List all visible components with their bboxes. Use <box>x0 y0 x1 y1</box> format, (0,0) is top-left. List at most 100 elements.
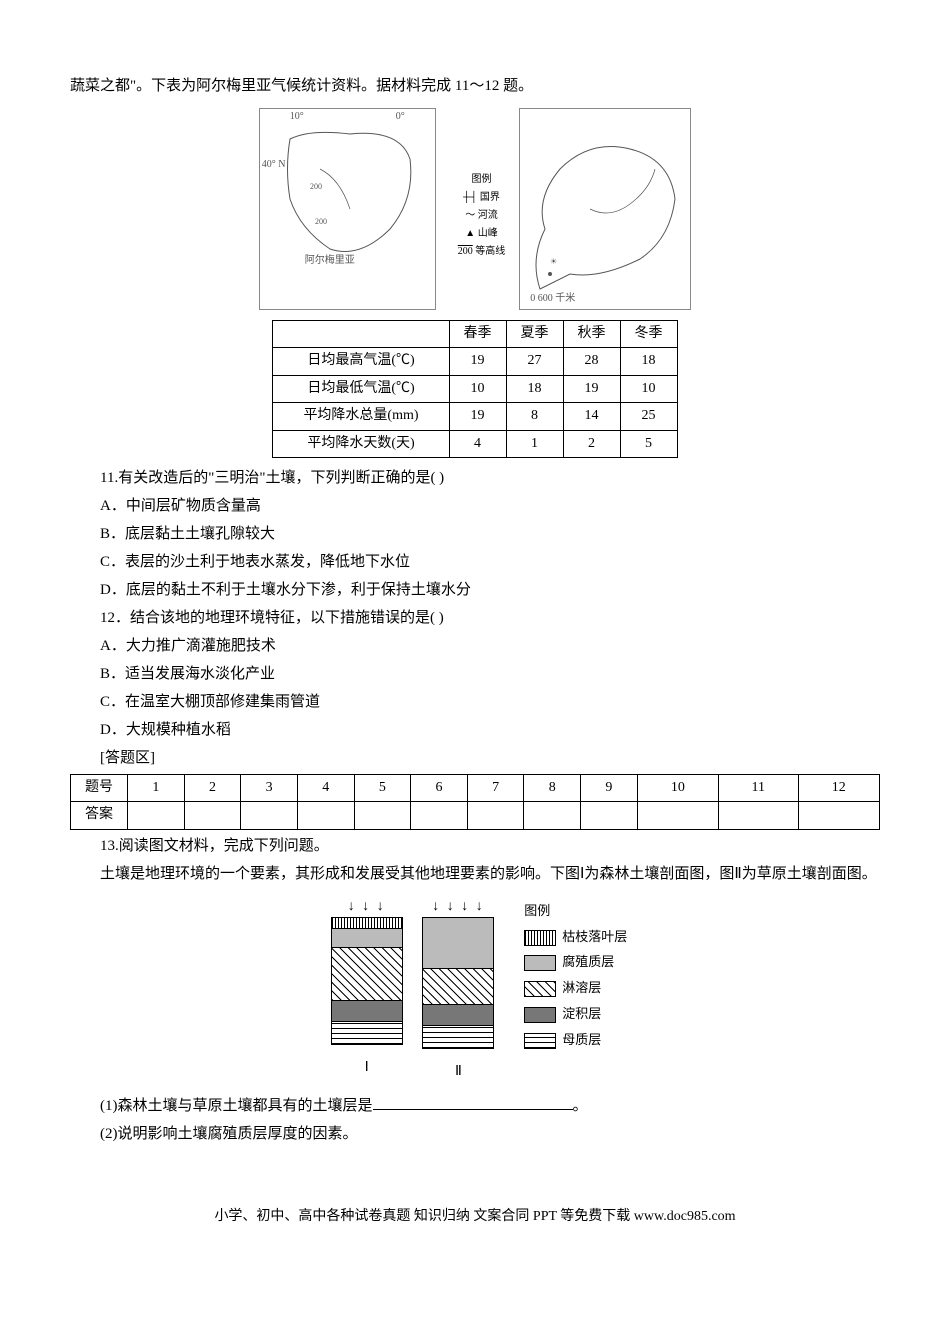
ans-b11[interactable] <box>719 802 799 829</box>
q13-stem: 13.阅读图文材料，完成下列问题。 <box>70 834 880 858</box>
legend-border-text: 国界 <box>480 192 500 203</box>
q13-sub1: (1)森林土壤与草原土壤都具有的土壤层是。 <box>70 1094 880 1118</box>
climate-r1-v3: 10 <box>620 375 677 402</box>
climate-table: 春季 夏季 秋季 冬季 日均最高气温(℃) 19 27 28 18 日均最低气温… <box>272 320 677 458</box>
blank-fill-1[interactable] <box>373 1094 573 1110</box>
q12-A: A．大力推广滴灌施肥技术 <box>70 634 880 658</box>
spain-map-box: 10° 0° 40° N 阿尔梅里亚 200 200 <box>259 108 436 310</box>
ans-b8[interactable] <box>524 802 581 829</box>
answer-header-label: 题号 <box>71 774 128 801</box>
ans-b12[interactable] <box>798 802 879 829</box>
legend-border: ┼┤ 国界 <box>452 190 512 206</box>
ans-n11: 11 <box>719 774 799 801</box>
climate-r0-v2: 28 <box>563 348 620 375</box>
q11-stem: 11.有关改造后的"三明治"土壤，下列判断正确的是( ) <box>70 466 880 490</box>
ans-b6[interactable] <box>411 802 468 829</box>
soil-stack-1 <box>331 918 403 1045</box>
legend-illuv-text: 淀积层 <box>562 1006 601 1021</box>
soil-col2-label: Ⅱ <box>422 1061 494 1083</box>
answer-ans-label: 答案 <box>71 802 128 829</box>
climate-r0-label: 日均最高气温(℃) <box>273 348 449 375</box>
legend-parent: 母质层 <box>524 1030 627 1051</box>
legend-eluv: 淋溶层 <box>524 978 627 999</box>
soil-figure: ↓ ↓ ↓ Ⅰ ↓ ↓ ↓ ↓ Ⅱ 图例 枯枝落叶层 腐殖质层 <box>70 896 880 1084</box>
legend-humus-text: 腐殖质层 <box>562 954 614 969</box>
q11-D: D．底层的黏土不利于土壤水分下渗，利于保持土壤水分 <box>70 578 880 602</box>
climate-r3-v2: 2 <box>563 430 620 457</box>
climate-header-row: 春季 夏季 秋季 冬季 <box>273 321 677 348</box>
climate-r3-v1: 1 <box>506 430 563 457</box>
climate-r1-v1: 18 <box>506 375 563 402</box>
answer-blank-row: 答案 <box>71 802 880 829</box>
climate-h-summer: 夏季 <box>506 321 563 348</box>
legend-river: 〜 河流 <box>452 208 512 224</box>
climate-r2-v2: 14 <box>563 403 620 430</box>
soil-col1-label: Ⅰ <box>331 1057 403 1079</box>
map-figure-row: 10° 0° 40° N 阿尔梅里亚 200 200 图例 ┼┤ 国界 〜 河流… <box>70 108 880 310</box>
climate-row-maxtemp: 日均最高气温(℃) 19 27 28 18 <box>273 348 677 375</box>
climate-r2-v3: 25 <box>620 403 677 430</box>
legend-peak-text: 山峰 <box>478 228 498 239</box>
page-footer: 小学、初中、高中各种试卷真题 知识归纳 文案合同 PPT 等免费下载 www.d… <box>70 1206 880 1228</box>
ans-b10[interactable] <box>637 802 718 829</box>
layer2-illuv <box>422 1004 494 1026</box>
ans-n9: 9 <box>581 774 638 801</box>
climate-row-raindays: 平均降水天数(天) 4 1 2 5 <box>273 430 677 457</box>
svg-text:☀: ☀ <box>550 257 557 266</box>
ans-b5[interactable] <box>354 802 411 829</box>
legend-title: 图例 <box>452 172 512 188</box>
climate-r2-v1: 8 <box>506 403 563 430</box>
ans-b7[interactable] <box>467 802 524 829</box>
climate-h-winter: 冬季 <box>620 321 677 348</box>
q12-stem: 12．结合该地的地理环境特征，以下措施错误的是( ) <box>70 606 880 630</box>
legend-contour-num: 200 <box>458 246 473 257</box>
layer1-illuv <box>331 1000 403 1022</box>
climate-h-autumn: 秋季 <box>563 321 620 348</box>
ans-b9[interactable] <box>581 802 638 829</box>
europe-outline-svg: ☀ <box>520 109 690 309</box>
intro-paragraph: 蔬菜之都"。下表为阿尔梅里亚气候统计资料。据材料完成 11～12 题。 <box>70 74 880 98</box>
soil-col-2: ↓ ↓ ↓ ↓ Ⅱ <box>422 896 494 1084</box>
legend-peak: ▲ 山峰 <box>452 226 512 242</box>
swatch-leaf-icon <box>524 930 556 946</box>
q12-D: D．大规模种植水稻 <box>70 718 880 742</box>
ans-b3[interactable] <box>241 802 298 829</box>
climate-h-spring: 春季 <box>449 321 506 348</box>
rain-icon-2: ↓ ↓ ↓ ↓ <box>422 896 494 918</box>
soil-legend-title: 图例 <box>524 901 627 922</box>
q12-B: B．适当发展海水淡化产业 <box>70 662 880 686</box>
climate-h-blank <box>273 321 449 348</box>
answer-header-row: 题号 1 2 3 4 5 6 7 8 9 10 11 12 <box>71 774 880 801</box>
climate-r0-v3: 18 <box>620 348 677 375</box>
climate-r3-v3: 5 <box>620 430 677 457</box>
climate-r3-v0: 4 <box>449 430 506 457</box>
climate-r0-v1: 27 <box>506 348 563 375</box>
svg-text:200: 200 <box>315 217 327 226</box>
climate-r1-v0: 10 <box>449 375 506 402</box>
climate-r0-v0: 19 <box>449 348 506 375</box>
q13-sub1-period: 。 <box>573 1098 588 1114</box>
swatch-humus-icon <box>524 955 556 971</box>
ans-n7: 7 <box>467 774 524 801</box>
ans-n10: 10 <box>637 774 718 801</box>
climate-r1-label: 日均最低气温(℃) <box>273 375 449 402</box>
layer1-humus <box>331 928 403 948</box>
europe-map-box: ☀ 0 600 千米 <box>519 108 691 310</box>
swatch-eluv-icon <box>524 981 556 997</box>
ans-b2[interactable] <box>184 802 241 829</box>
q11-C: C．表层的沙土利于地表水蒸发，降低地下水位 <box>70 550 880 574</box>
legend-parent-text: 母质层 <box>562 1032 601 1047</box>
map-legend-box: 图例 ┼┤ 国界 〜 河流 ▲ 山峰 200 等高线 <box>452 170 512 290</box>
q13-sub2: (2)说明影响土壤腐殖质层厚度的因素。 <box>70 1122 880 1146</box>
ans-n4: 4 <box>297 774 354 801</box>
ans-n2: 2 <box>184 774 241 801</box>
climate-r2-label: 平均降水总量(mm) <box>273 403 449 430</box>
layer1-eluv <box>331 947 403 1001</box>
layer1-parent <box>331 1021 403 1045</box>
ans-b1[interactable] <box>128 802 185 829</box>
q11-A: A．中间层矿物质含量高 <box>70 494 880 518</box>
ans-b4[interactable] <box>297 802 354 829</box>
legend-river-text: 河流 <box>478 210 498 221</box>
ans-n8: 8 <box>524 774 581 801</box>
swatch-parent-icon <box>524 1033 556 1049</box>
